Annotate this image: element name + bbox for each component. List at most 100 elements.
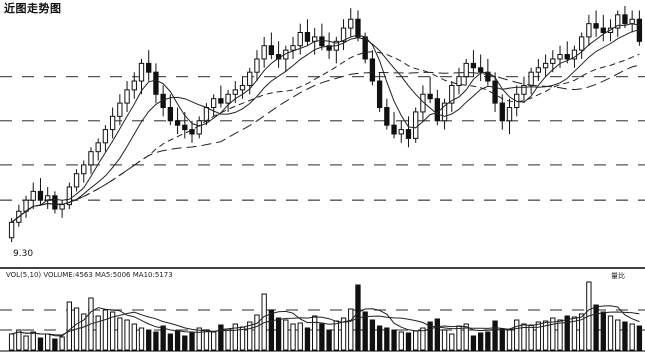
- volume-bar-71: [521, 323, 527, 351]
- candle-body-78: [571, 49, 578, 60]
- volume-bar-79: [579, 313, 585, 351]
- candle-body-80: [586, 23, 592, 38]
- volume-caption: VOL(5,10) VOLUME:4563 MA5:5006 MA10:5173: [6, 271, 173, 279]
- candle-body-86: [629, 18, 635, 25]
- candle-body-67: [492, 80, 498, 104]
- volume-bar-10: [81, 313, 87, 351]
- volume-bar-41: [304, 327, 311, 351]
- volume-bar-87: [636, 325, 643, 351]
- candle-body-43: [319, 36, 325, 47]
- candle-body-20: [153, 71, 159, 95]
- volume-bar-18: [138, 327, 145, 351]
- candle-body-60: [441, 102, 448, 122]
- volume-bar-45: [333, 320, 339, 351]
- candle-body-10: [81, 164, 87, 175]
- candle-body-81: [593, 23, 599, 29]
- volume-bar-75: [550, 317, 556, 351]
- volume-bar-55: [405, 332, 412, 351]
- candle-body-6: [52, 195, 58, 210]
- volume-bar-37: [275, 317, 282, 351]
- candle-body-61: [449, 84, 455, 104]
- volume-bar-32: [239, 326, 246, 351]
- volume-bar-14: [109, 311, 116, 351]
- volume-bar-22: [167, 333, 174, 351]
- candle-body-27: [203, 107, 210, 122]
- volume-bar-47: [348, 308, 354, 351]
- volume-bar-72: [528, 324, 534, 351]
- volume-bar-20: [153, 331, 159, 351]
- candle-body-15: [117, 102, 123, 117]
- volume-bar-21: [160, 325, 166, 351]
- candle-body-18: [138, 62, 145, 82]
- volume-bar-26: [196, 327, 202, 351]
- candle-body-65: [477, 67, 484, 73]
- volume-bar-78: [571, 316, 578, 351]
- volume-bar-49: [362, 311, 368, 351]
- candle-body-68: [499, 102, 505, 122]
- candle-body-59: [434, 98, 441, 122]
- volume-bar-1: [16, 329, 22, 351]
- volume-bar-86: [629, 323, 635, 351]
- volume-bar-34: [254, 314, 260, 351]
- candle-body-54: [398, 129, 404, 135]
- volume-bar-64: [470, 335, 477, 351]
- candle-body-16: [124, 89, 130, 104]
- candle-body-48: [355, 18, 361, 38]
- volume-bar-57: [420, 327, 426, 351]
- volume-bar-0: [8, 333, 15, 351]
- candle-body-25: [189, 129, 195, 135]
- candle-body-35: [261, 45, 267, 60]
- candle-body-22: [167, 107, 174, 122]
- candle-body-56: [413, 111, 419, 139]
- candle-body-29: [218, 98, 224, 104]
- volume-bar-83: [607, 315, 614, 351]
- candle-body-62: [456, 76, 462, 86]
- candle-body-17: [131, 80, 137, 91]
- candle-body-36: [268, 45, 275, 56]
- volume-bar-4: [37, 337, 44, 351]
- candle-body-30: [225, 93, 231, 104]
- candle-body-73: [535, 67, 542, 73]
- candle-body-79: [579, 36, 585, 51]
- candle-body-40: [297, 31, 303, 47]
- candle-body-8: [66, 186, 73, 206]
- volume-bar-24: [182, 335, 188, 351]
- volume-bar-8: [66, 301, 73, 351]
- volume-bar-73: [535, 321, 542, 351]
- chart-title: 近图走势图: [4, 2, 62, 15]
- volume-bar-84: [615, 319, 621, 351]
- low-price-label: 9.30: [13, 249, 34, 259]
- candle-body-14: [109, 115, 116, 131]
- volume-bar-29: [218, 324, 224, 351]
- volume-bar-53: [391, 329, 397, 351]
- volume-bar-70: [514, 319, 520, 351]
- candle-body-28: [210, 98, 217, 109]
- volume-ma5-line: [11, 305, 640, 337]
- volume-bar-42: [312, 315, 318, 351]
- candle-body-7: [59, 204, 65, 210]
- volume-bar-39: [290, 323, 296, 351]
- volume-tag: 量比: [611, 272, 625, 280]
- volume-bar-85: [622, 321, 628, 351]
- volume-bar-54: [398, 331, 404, 351]
- volume-bar-81: [593, 304, 599, 351]
- volume-bar-40: [297, 322, 303, 351]
- volume-bar-31: [232, 323, 238, 351]
- candle-body-33: [247, 71, 253, 86]
- candle-body-76: [557, 54, 563, 60]
- ma5-line: [11, 23, 640, 223]
- candle-body-23: [174, 120, 181, 126]
- volume-bar-43: [319, 323, 325, 351]
- volume-bar-38: [283, 319, 289, 351]
- volume-bar-6: [52, 338, 58, 351]
- volume-bar-67: [492, 320, 498, 351]
- candle-body-39: [290, 45, 296, 51]
- candle-body-4: [37, 190, 44, 201]
- volume-bar-12: [95, 315, 101, 351]
- volume-bar-36: [268, 309, 275, 351]
- volume-bar-68: [499, 328, 505, 351]
- volume-bar-3: [30, 331, 36, 351]
- candle-body-84: [615, 14, 621, 29]
- candle-body-55: [405, 129, 412, 139]
